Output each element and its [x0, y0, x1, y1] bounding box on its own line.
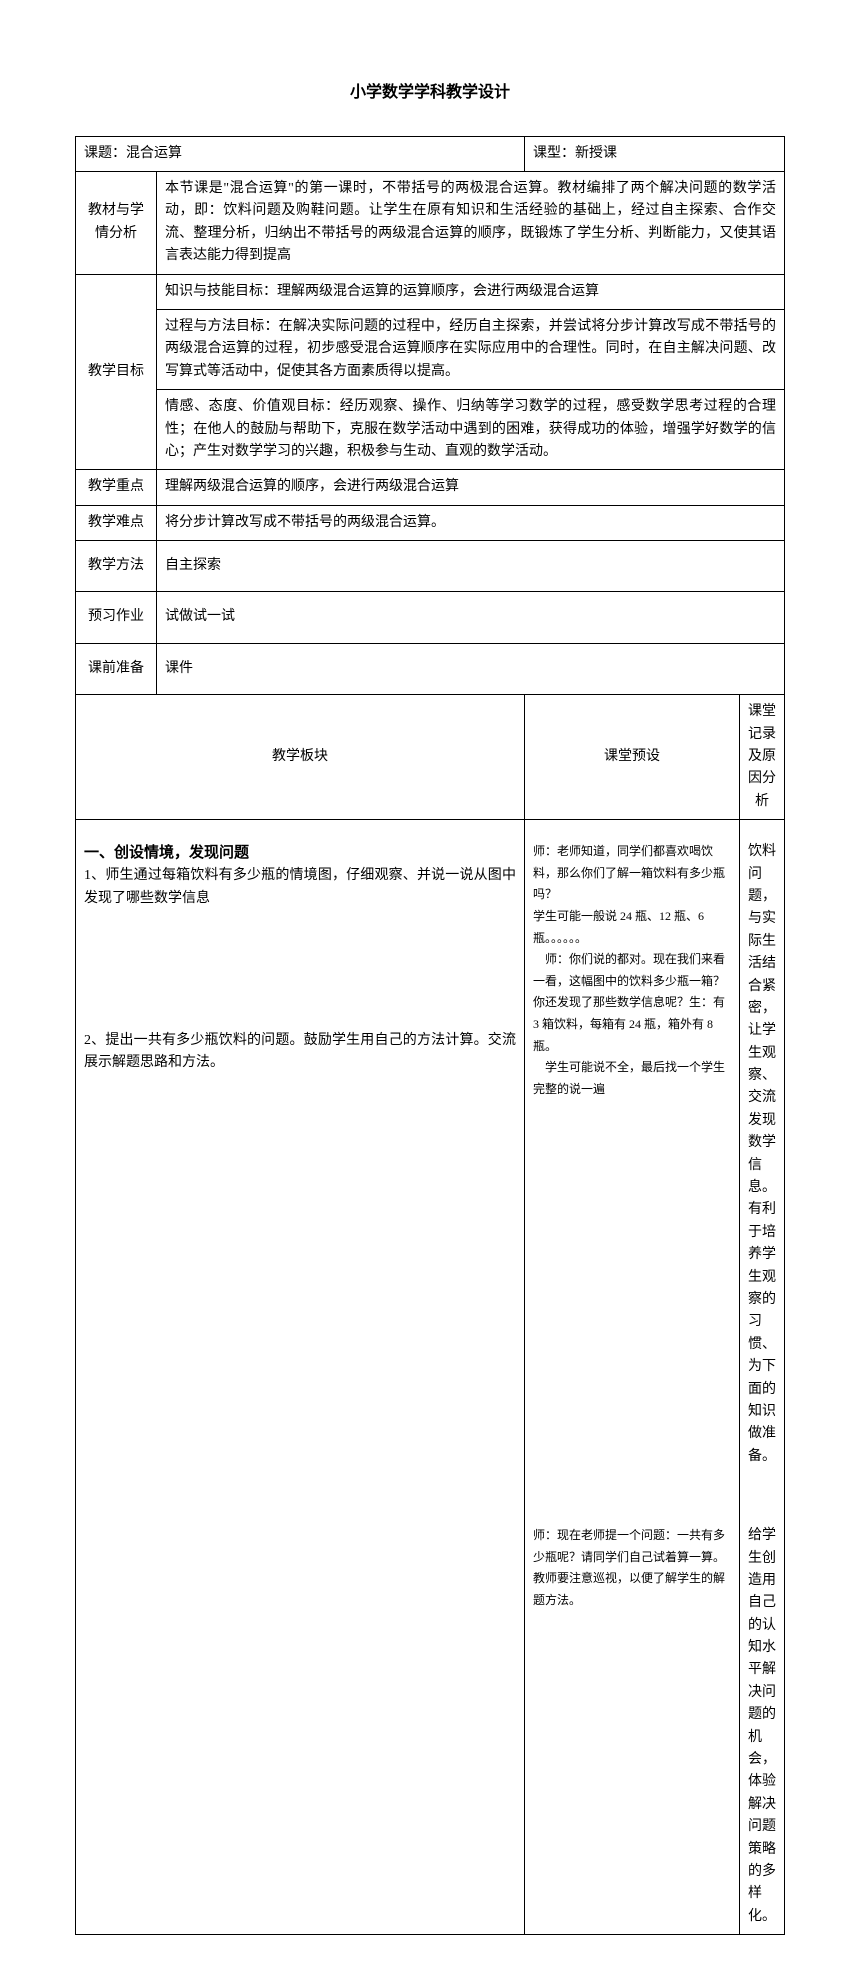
objective-attitude: 情感、态度、价值观目标：经历观察、操作、归纳等学习数学的过程，感受数学思考过程的…: [156, 390, 784, 470]
table-row-topic: 课题：混合运算 课型：新授课: [76, 136, 785, 171]
table-row-preview: 预习作业 试做试一试: [76, 592, 785, 643]
topic-label: 课题：: [84, 146, 126, 161]
header-col3: 课堂记录及原因分析: [739, 695, 784, 820]
preview-content: 试做试一试: [156, 592, 784, 643]
topic-value: 混合运算: [126, 146, 182, 161]
table-row-section1: 一、创设情境，发现问题 1、师生通过每箱饮料有多少瓶的情境图，仔细观察、并说一说…: [76, 820, 785, 1474]
preview-label: 预习作业: [76, 592, 157, 643]
section1-analysis1: 饮料问题，与实际生活结合紧密，让学生观察、交流发现数学信息。有利于培养学生观察的…: [748, 841, 776, 1468]
keypoint-content: 理解两级混合运算的顺序，会进行两级混合运算: [156, 470, 784, 505]
analysis-content: 本节课是"混合运算"的第一课时，不带括号的两极混合运算。教材编排了两个解决问题的…: [156, 171, 784, 274]
table-row-objective2: 过程与方法目标：在解决实际问题的过程中，经历自主探索，并尝试将分步计算改写成不带…: [76, 309, 785, 389]
type-value: 新授课: [575, 146, 617, 161]
section1-preset1: 师：老师知道，同学们都喜欢喝饮料，那么你们了解一箱饮料有多少瓶吗？ 学生可能一般…: [533, 841, 731, 1100]
section1-heading: 一、创设情境，发现问题: [84, 841, 516, 865]
lesson-plan-table: 课题：混合运算 课型：新授课 教材与学情分析 本节课是"混合运算"的第一课时，不…: [75, 136, 785, 1936]
page-title: 小学数学学科教学设计: [75, 80, 785, 106]
method-content: 自主探索: [156, 541, 784, 592]
objective-process: 过程与方法目标：在解决实际问题的过程中，经历自主探索，并尝试将分步计算改写成不带…: [156, 309, 784, 389]
method-label: 教学方法: [76, 541, 157, 592]
table-row-method: 教学方法 自主探索: [76, 541, 785, 592]
section1-preset2: 师：现在老师提一个问题：一共有多少瓶呢？请同学们自己试着算一算。 教师要注意巡视…: [533, 1525, 731, 1611]
table-row-headers: 教学板块 课堂预设 课堂记录及原因分析: [76, 695, 785, 820]
keypoint-label: 教学重点: [76, 470, 157, 505]
table-row-preparation: 课前准备 课件: [76, 643, 785, 694]
preparation-content: 课件: [156, 643, 784, 694]
header-col2: 课堂预设: [524, 695, 739, 820]
table-row-objective3: 情感、态度、价值观目标：经历观察、操作、归纳等学习数学的过程，感受数学思考过程的…: [76, 390, 785, 470]
objective-knowledge: 知识与技能目标：理解两级混合运算的运算顺序，会进行两级混合运算: [156, 274, 784, 309]
analysis-label: 教材与学情分析: [76, 171, 157, 274]
table-row-analysis: 教材与学情分析 本节课是"混合运算"的第一课时，不带括号的两极混合运算。教材编排…: [76, 171, 785, 274]
type-label: 课型：: [533, 146, 575, 161]
table-row-difficulty: 教学难点 将分步计算改写成不带括号的两级混合运算。: [76, 505, 785, 540]
section1-item1: 1、师生通过每箱饮料有多少瓶的情境图，仔细观察、并说一说从图中发现了哪些数学信息: [84, 865, 516, 910]
preparation-label: 课前准备: [76, 643, 157, 694]
header-col1: 教学板块: [76, 695, 525, 820]
objectives-label: 教学目标: [76, 274, 157, 470]
section1-item2: 2、提出一共有多少瓶饮料的问题。鼓励学生用自己的方法计算。交流展示解题思路和方法…: [84, 1030, 516, 1075]
section1-analysis2: 给学生创造用自己的认知水平解决问题的机会，体验解决问题策略的多样化。: [748, 1525, 776, 1928]
difficulty-label: 教学难点: [76, 505, 157, 540]
difficulty-content: 将分步计算改写成不带括号的两级混合运算。: [156, 505, 784, 540]
table-row-keypoint: 教学重点 理解两级混合运算的顺序，会进行两级混合运算: [76, 470, 785, 505]
table-row-objective1: 教学目标 知识与技能目标：理解两级混合运算的运算顺序，会进行两级混合运算: [76, 274, 785, 309]
